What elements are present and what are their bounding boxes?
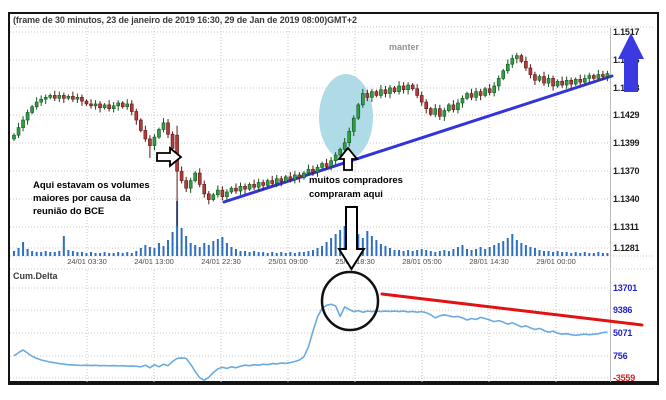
bce-line3: reunião do BCE bbox=[33, 206, 105, 217]
time-axis-label: 25/01 09:00 bbox=[268, 257, 308, 266]
price-axis-label: 1.1488 bbox=[613, 55, 640, 65]
delta-axis-label: 13701 bbox=[613, 283, 638, 293]
price-axis-label: 1.1399 bbox=[613, 138, 640, 148]
chart-title: (frame de 30 minutos, 23 de janeiro de 2… bbox=[13, 15, 357, 25]
delta-axis-label: 9386 bbox=[613, 305, 633, 315]
time-axis-label: 25/01 18:30 bbox=[335, 257, 375, 266]
bce-line1: Aqui estavam os volumes bbox=[33, 180, 150, 191]
time-axis-label: 24/01 13:00 bbox=[134, 257, 174, 266]
delta-axis-label: 756 bbox=[613, 351, 628, 361]
time-axis-label: 29/01 00:00 bbox=[536, 257, 576, 266]
bce-line2: maiores por causa da bbox=[33, 193, 131, 204]
delta-axis-label: -3559 bbox=[613, 373, 636, 383]
time-axis-label: 24/01 22:30 bbox=[201, 257, 241, 266]
price-axis-label: 1.1429 bbox=[613, 110, 640, 120]
price-axis-label: 1.1281 bbox=[613, 243, 640, 253]
price-axis-label: 1.1517 bbox=[613, 27, 640, 37]
price-axis-label: 1.1340 bbox=[613, 194, 640, 204]
time-axis-label: 28/01 14:30 bbox=[469, 257, 509, 266]
price-axis-label: 1.1370 bbox=[613, 166, 640, 176]
bce-volume-annotation: Aqui estavam os volumes maiores por caus… bbox=[33, 179, 150, 218]
buyers-annotation: muitos compradores compraram aqui bbox=[309, 174, 403, 202]
price-axis-label: 1.1458 bbox=[613, 83, 640, 93]
buyers-line2: compraram aqui bbox=[309, 189, 383, 200]
buyers-line1: muitos compradores bbox=[309, 175, 403, 186]
delta-axis-label: 5071 bbox=[613, 328, 633, 338]
price-axis-label: 1.1311 bbox=[613, 222, 639, 232]
indicator-label: Cum.Delta bbox=[13, 271, 58, 281]
manter-annotation: manter bbox=[389, 42, 420, 52]
time-axis-label: 24/01 03:30 bbox=[67, 257, 107, 266]
time-axis-label: 28/01 05:00 bbox=[402, 257, 442, 266]
